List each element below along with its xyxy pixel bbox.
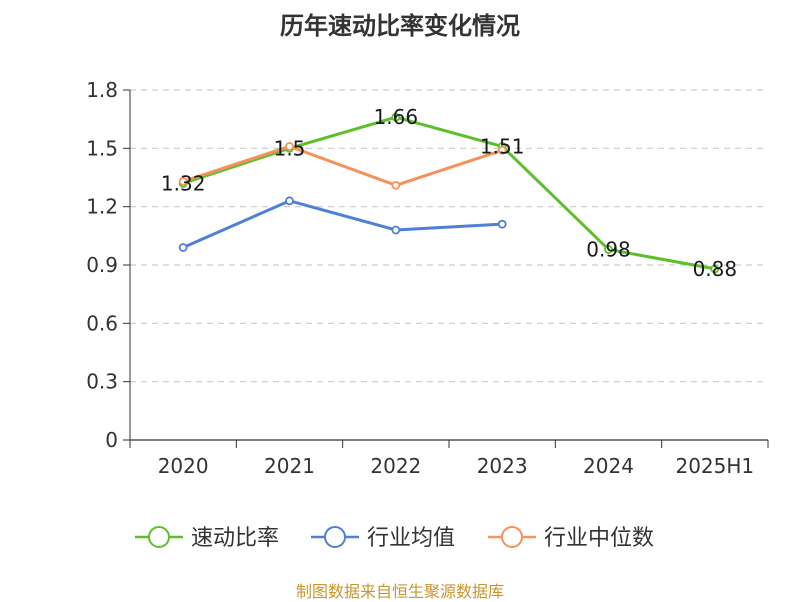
x-tick-label-2022: 2022 [370,454,421,478]
x-tick-label-2020: 2020 [158,454,209,478]
y-tick-label-4: 1.2 [86,195,118,219]
series-2-point-2020 [178,176,188,186]
data-label-2023: 1.51 [480,134,525,158]
legend-marker-1 [324,526,346,548]
y-tick-label-1: 0.3 [86,370,118,394]
data-label-2020: 1.32 [161,171,206,195]
series-1-point-2021 [285,196,294,206]
y-tick-label-2: 0.6 [86,311,118,335]
data-label-2021: 1.5 [274,136,306,160]
x-tick-label-2025H1: 2025H1 [675,454,754,478]
series-2-point-2022 [391,180,401,190]
series-line-0 [182,115,716,271]
y-tick-label-3: 0.9 [86,253,118,277]
series-2-point-2023 [497,145,507,155]
y-tick-label-0: 0 [105,428,118,452]
legend-label-2: 行业中位数 [544,526,654,551]
series-group [178,112,720,274]
series-2-point-2021 [285,141,294,151]
series-0-point-2025H1 [710,264,720,274]
legend-label-1: 行业均值 [367,526,455,551]
legend-marker-2 [501,526,523,548]
source-note: 制图数据来自恒生聚源数据库 [295,582,504,601]
grid-lines [130,89,768,383]
axes: 0 0.3 0.6 0.9 1.2 1.5 1.8 2020 2021 2022 2023 2024 2… [86,78,769,478]
data-label-2024: 0.98 [586,237,631,261]
data-label-2025H1: 0.88 [693,257,738,281]
y-tick-label-6: 1.8 [86,78,118,102]
legend-label-0: 速动比率 [191,526,279,551]
x-tick-label-2023: 2023 [477,454,528,478]
legend: 速动比率 行业均值 行业中位数 [135,526,654,551]
x-tick-label-2024: 2024 [583,454,634,478]
series-0-point-2022 [391,112,401,122]
series-1-point-2022 [391,225,401,235]
series-line-1 [182,199,503,249]
series-line-2 [182,144,503,187]
chart-title: 历年速动比率变化情况 [280,12,520,40]
data-labels: 1.32 1.5 1.66 1.51 0.98 0.88 [161,105,737,281]
y-tick-label-5: 1.5 [86,136,118,160]
series-0-point-2024 [604,245,613,254]
data-label-2022: 1.66 [374,105,419,129]
series-1-point-2023 [497,219,507,229]
legend-marker-0 [148,526,170,548]
x-tick-label-2021: 2021 [264,454,315,478]
series-1-point-2020 [178,243,188,252]
